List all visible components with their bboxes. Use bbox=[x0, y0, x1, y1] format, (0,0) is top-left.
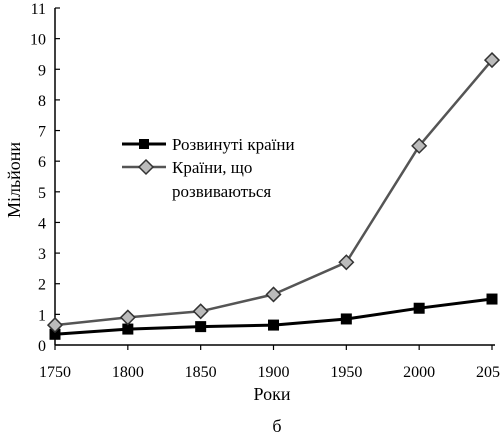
x-axis-title: Роки bbox=[254, 384, 291, 404]
y-tick-label: 1 bbox=[38, 307, 46, 324]
legend-marker-square bbox=[139, 139, 149, 149]
data-point-square bbox=[413, 302, 425, 314]
x-tick-label: 1950 bbox=[330, 364, 362, 381]
legend-item-developed: Розвинуті країни bbox=[122, 135, 295, 154]
y-tick-label: 5 bbox=[38, 185, 46, 202]
legend-label-developing-line1: Країни, що bbox=[172, 158, 252, 177]
x-tick-label: 1800 bbox=[112, 364, 144, 381]
x-tick-label: 1900 bbox=[258, 364, 290, 381]
y-tick-label: 2 bbox=[38, 277, 46, 294]
y-tick-label: 9 bbox=[38, 62, 46, 79]
data-point-diamond bbox=[119, 309, 136, 326]
data-point-diamond bbox=[46, 317, 64, 334]
series-layer bbox=[46, 52, 500, 340]
data-point-square bbox=[340, 313, 352, 325]
data-point-diamond bbox=[411, 137, 428, 154]
data-point-diamond bbox=[192, 303, 209, 320]
y-tick-label: 7 bbox=[38, 124, 46, 141]
y-tick-label: 4 bbox=[38, 215, 46, 232]
x-tick-label: 1850 bbox=[185, 364, 217, 381]
legend-marker-diamond bbox=[137, 158, 155, 176]
data-point-diamond bbox=[338, 254, 355, 271]
y-tick-group: 0 1 2 3 4 5 6 7 8 9 10 11 bbox=[30, 1, 60, 355]
legend-label-developing-line2: розвиваються bbox=[172, 182, 271, 201]
y-tick-label: 3 bbox=[38, 246, 46, 263]
data-point-square bbox=[49, 328, 61, 340]
y-tick-label: 6 bbox=[38, 154, 46, 171]
legend-item-developing: Країни, що розвиваються bbox=[122, 158, 271, 201]
legend-label-developed: Розвинуті країни bbox=[172, 135, 295, 154]
x-tick-group: 1750 1800 1850 1900 1950 2000 2050 bbox=[39, 345, 500, 381]
x-tick-label: 1750 bbox=[39, 364, 71, 381]
y-tick-label: 0 bbox=[38, 338, 46, 355]
y-tick-label: 10 bbox=[30, 32, 46, 49]
data-point-square bbox=[268, 319, 279, 331]
y-tick-label: 8 bbox=[38, 93, 46, 110]
series-line-developing bbox=[54, 59, 493, 327]
x-tick-label: 2000 bbox=[403, 364, 435, 381]
x-tick-label: 2050 bbox=[476, 364, 500, 381]
data-point-square bbox=[486, 293, 498, 305]
data-point-square bbox=[195, 321, 207, 333]
figure-caption: б bbox=[272, 416, 281, 434]
y-axis-title: Мільйони bbox=[4, 142, 24, 218]
chart-legend: Розвинуті країни Країни, що розвиваються bbox=[122, 135, 295, 201]
data-point-diamond bbox=[265, 286, 282, 303]
y-tick-label: 11 bbox=[31, 1, 46, 18]
data-point-square bbox=[122, 323, 134, 335]
data-point-diamond bbox=[483, 52, 500, 69]
